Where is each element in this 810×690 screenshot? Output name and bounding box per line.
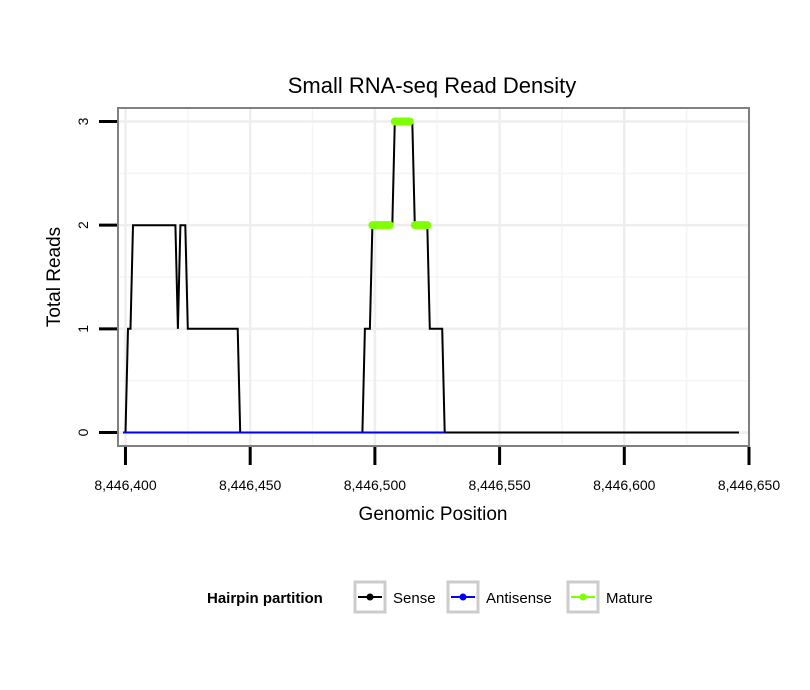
legend-label-sense: Sense <box>393 590 436 607</box>
legend-key-point <box>459 593 467 601</box>
x-tick-label: 8,446,450 <box>219 477 281 493</box>
legend-key-point <box>366 593 374 601</box>
y-axis-title: Total Reads <box>44 227 65 327</box>
x-tick-label: 8,446,500 <box>344 477 406 493</box>
y-tick-label: 2 <box>75 221 91 229</box>
legend: Hairpin partition Sense Antisense Mature <box>207 580 653 614</box>
chart-title: Small RNA-seq Read Density <box>288 73 577 98</box>
legend-label-mature: Mature <box>606 590 653 607</box>
x-axis-title: Genomic Position <box>359 504 508 525</box>
y-axis: 0 1 2 3 <box>75 117 117 436</box>
plot-border <box>117 107 750 447</box>
y-tick-label: 3 <box>75 117 91 125</box>
legend-label-antisense: Antisense <box>486 590 552 607</box>
series-layer <box>123 117 739 434</box>
x-tick-label: 8,446,550 <box>468 477 530 493</box>
x-tick-label: 8,446,400 <box>94 477 156 493</box>
x-axis: 8,446,400 8,446,450 8,446,500 8,446,550 8,44… <box>94 447 780 493</box>
x-tick-label: 8,446,600 <box>593 477 655 493</box>
y-tick-label: 1 <box>75 325 91 333</box>
y-tick-label: 0 <box>75 428 91 436</box>
x-tick-label: 8,446,650 <box>718 477 780 493</box>
legend-key-point <box>579 593 587 601</box>
legend-title: Hairpin partition <box>207 590 323 607</box>
